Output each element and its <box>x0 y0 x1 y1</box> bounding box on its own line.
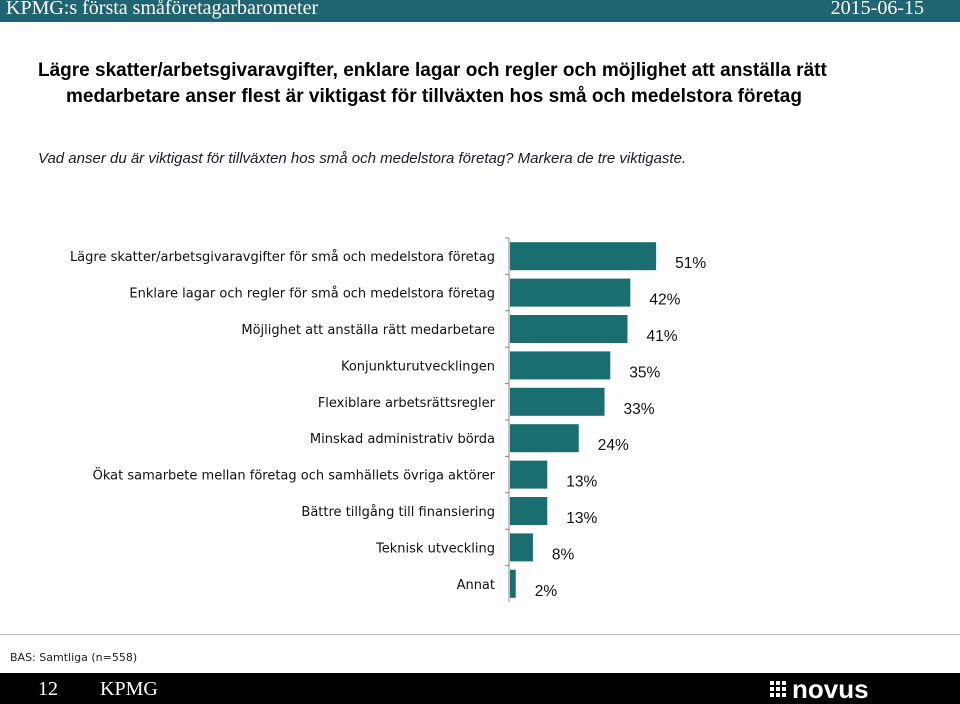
header-title: KPMG:s första småföretagarbarometer <box>6 0 319 19</box>
bar <box>510 533 533 562</box>
slide-headline: Lägre skatter/arbetsgivaravgifter, enkla… <box>38 58 938 110</box>
value-label: 51% <box>675 255 706 272</box>
category-label: Konjunkturutvecklingen <box>341 359 495 374</box>
value-label: 8% <box>552 546 575 563</box>
category-label: Lägre skatter/arbetsgivaravgifter för sm… <box>70 250 495 265</box>
category-label: Ökat samarbete mellan företag och samhäl… <box>93 467 496 484</box>
bar-chart: Lägre skatter/arbetsgivaravgifter för sm… <box>70 237 706 602</box>
novus-logo-text: novus <box>792 678 869 700</box>
bar <box>510 497 548 525</box>
value-label: 2% <box>535 583 558 600</box>
footer-bar: 12 KPMG novus <box>0 673 960 704</box>
novus-logo: novus <box>770 678 869 700</box>
category-label: Bättre tillgång till finansiering <box>301 505 495 520</box>
page-number: 12 <box>38 678 58 700</box>
value-label: 35% <box>629 364 660 381</box>
headline-line-1: Lägre skatter/arbetsgivaravgifter, enkla… <box>38 60 827 81</box>
value-label: 42% <box>649 292 680 309</box>
value-label: 33% <box>624 401 655 418</box>
bar <box>510 387 605 416</box>
header-date: 2015-06-15 <box>830 0 924 19</box>
bar <box>510 569 516 598</box>
header-bar: KPMG:s första småföretagarbarometer 2015… <box>0 0 960 22</box>
category-label: Teknisk utveckling <box>375 541 495 556</box>
value-label: 13% <box>566 474 597 491</box>
category-label: Annat <box>457 578 495 593</box>
category-label: Möjlighet att anställa rätt medarbetare <box>241 323 495 338</box>
bar <box>510 242 657 271</box>
bar <box>510 424 579 453</box>
value-label: 13% <box>566 510 597 527</box>
survey-question: Vad anser du är viktigast för tillväxten… <box>38 150 687 167</box>
value-label: 24% <box>598 437 629 454</box>
category-label: Enklare lagar och regler för små och med… <box>129 287 495 302</box>
bar <box>510 460 548 489</box>
divider <box>0 634 960 635</box>
bar <box>510 315 628 343</box>
bar <box>510 278 631 307</box>
footer-brand: KPMG <box>100 678 158 700</box>
value-label: 41% <box>646 328 677 345</box>
category-label: Minskad administrativ börda <box>310 432 495 447</box>
bar <box>510 351 611 380</box>
category-label: Flexiblare arbetsrättsregler <box>318 396 496 411</box>
headline-line-2: medarbetare anser flest är viktigast för… <box>66 86 802 107</box>
base-note: BAS: Samtliga (n=558) <box>10 651 138 664</box>
